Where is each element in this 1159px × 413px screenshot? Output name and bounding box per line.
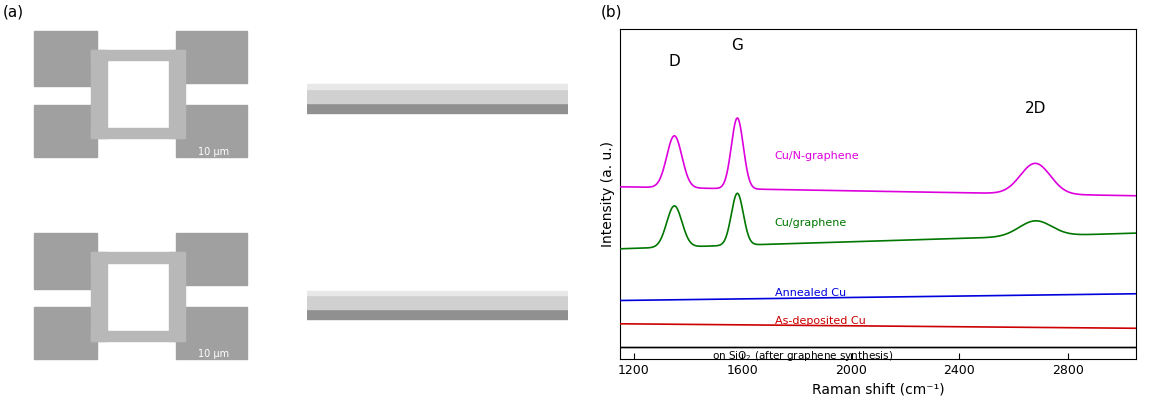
Text: 10 μm: 10 μm <box>198 147 228 157</box>
Text: G: G <box>731 38 743 52</box>
Bar <box>169 252 184 341</box>
Text: 2D: 2D <box>1025 101 1047 116</box>
Bar <box>307 293 568 309</box>
Bar <box>307 84 568 89</box>
Bar <box>176 105 247 157</box>
Bar <box>159 370 268 378</box>
Bar <box>307 102 568 113</box>
Text: As-deposited Cu: As-deposited Cu <box>775 316 866 326</box>
Text: After graphene  synthesis: After graphene synthesis <box>23 220 167 230</box>
Bar <box>159 168 268 176</box>
Y-axis label: Intensity (a. u.): Intensity (a. u.) <box>600 141 614 247</box>
Text: on SiO$_2$ (after graphene synthesis): on SiO$_2$ (after graphene synthesis) <box>713 349 894 363</box>
Bar <box>307 308 568 319</box>
Bar <box>35 105 97 157</box>
Text: Annealed Cu: Annealed Cu <box>775 287 846 298</box>
Bar <box>443 168 542 176</box>
Bar <box>176 307 247 359</box>
Text: D: D <box>669 54 680 69</box>
Bar <box>92 128 182 138</box>
Text: Cu/N-graphene: Cu/N-graphene <box>775 152 860 161</box>
Bar <box>92 50 182 60</box>
Text: (a): (a) <box>2 5 23 19</box>
Bar <box>169 50 184 138</box>
Text: (b): (b) <box>600 5 622 19</box>
Bar <box>176 233 247 285</box>
Text: Before graphene  synthesis: Before graphene synthesis <box>23 17 176 28</box>
Bar <box>92 252 182 263</box>
Bar <box>307 87 568 103</box>
Bar <box>92 50 107 138</box>
Text: 10 μm: 10 μm <box>476 147 508 157</box>
Bar <box>307 291 568 295</box>
Bar <box>92 252 107 341</box>
Bar <box>35 307 97 359</box>
Bar <box>176 31 247 83</box>
Bar <box>92 330 182 341</box>
Text: 10 μm: 10 μm <box>198 349 228 359</box>
Bar <box>35 233 97 289</box>
Text: 10 μm: 10 μm <box>476 349 508 359</box>
Bar <box>35 31 97 86</box>
X-axis label: Raman shift (cm⁻¹): Raman shift (cm⁻¹) <box>811 383 945 397</box>
Bar <box>443 370 542 378</box>
Text: Cu/graphene: Cu/graphene <box>775 218 847 228</box>
